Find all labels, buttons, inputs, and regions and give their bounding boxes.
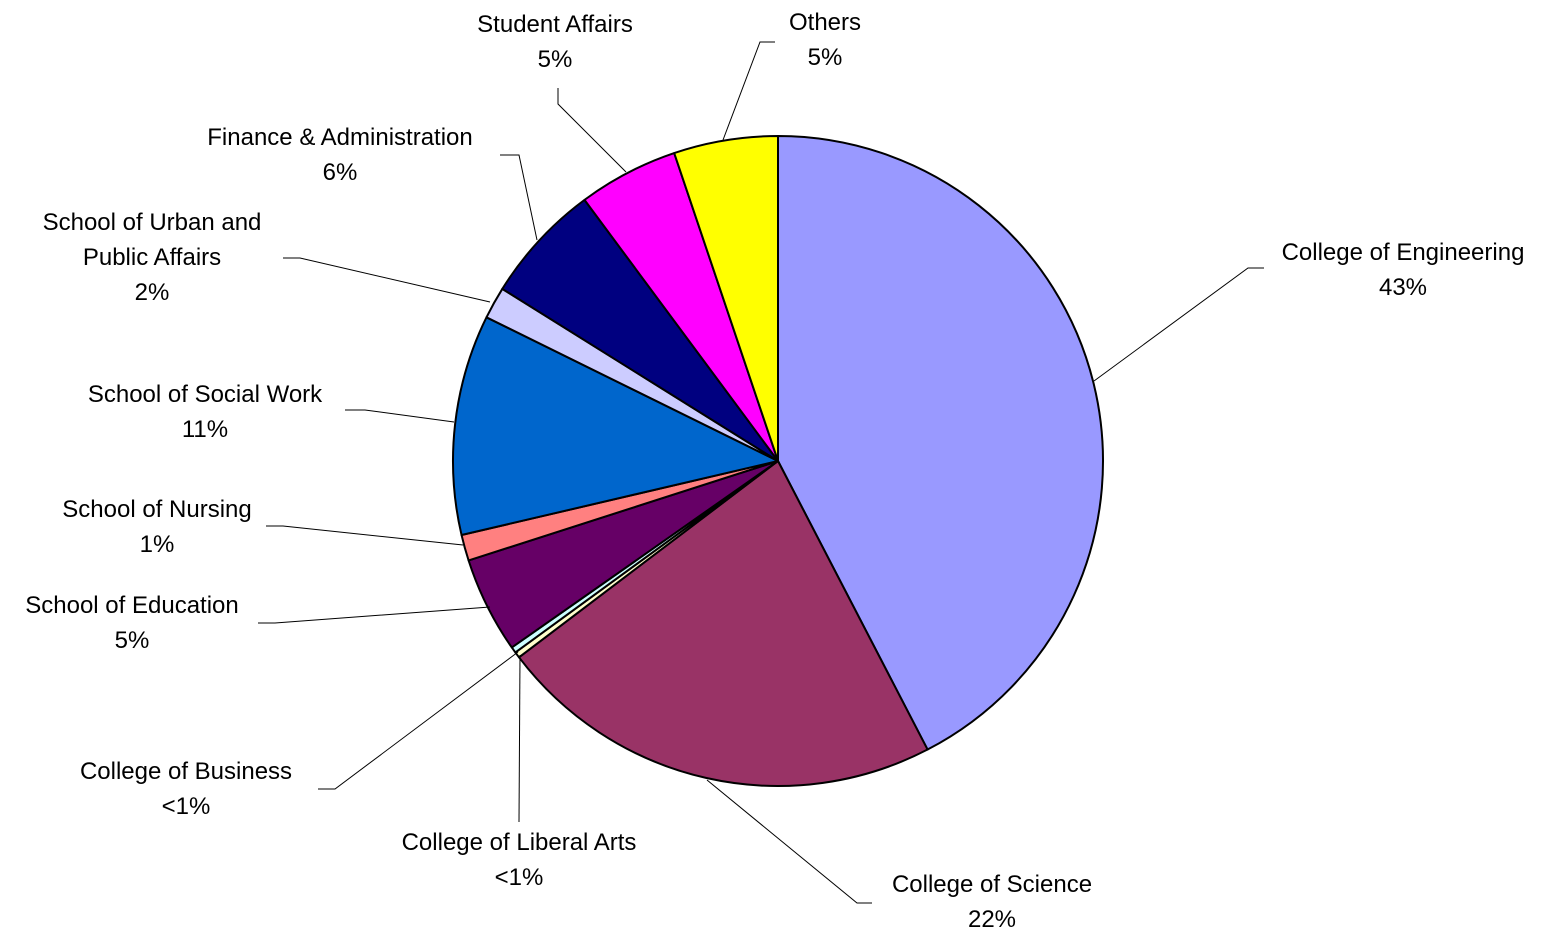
- value-label: 11%: [181, 416, 229, 443]
- category-label: School of Urban and Public Affairs: [42, 209, 262, 271]
- pie-slice: [518, 460, 929, 787]
- category-label: School of Social Work: [87, 381, 323, 408]
- value-label: <1%: [494, 864, 544, 891]
- value-label: 5%: [114, 627, 150, 654]
- slice-label: Student Affairs 5%: [477, 7, 633, 77]
- value-label: 22%: [967, 906, 1017, 933]
- slice-label: Others 5%: [789, 5, 861, 75]
- slice-label: College of Liberal Arts <1%: [402, 825, 637, 895]
- slice-label: Finance & Administration 6%: [207, 120, 472, 190]
- slice-label: School of Social Work 11%: [88, 377, 322, 447]
- leader-line: [557, 88, 627, 173]
- pie-slice: [452, 316, 779, 537]
- category-label: College of Science: [891, 871, 1093, 898]
- value-label: 2%: [134, 279, 170, 306]
- pie-slice: [777, 135, 1104, 751]
- leader-line: [318, 651, 519, 790]
- leader-line: [1093, 267, 1264, 382]
- leader-line: [722, 41, 775, 141]
- slice-label: College of Engineering 43%: [1282, 235, 1525, 305]
- leader-line: [500, 154, 538, 241]
- value-label: 6%: [322, 159, 358, 186]
- category-label: Student Affairs: [477, 11, 633, 38]
- category-label: Finance & Administration: [207, 124, 473, 151]
- slice-label: School of Urban and Public Affairs 2%: [17, 205, 287, 310]
- value-label: 5%: [807, 44, 843, 71]
- slice-label: School of Education 5%: [25, 588, 238, 658]
- category-label: College of Engineering: [1281, 239, 1525, 266]
- value-label: 5%: [537, 46, 573, 73]
- category-label: School of Nursing: [62, 496, 252, 523]
- leader-line: [345, 409, 455, 423]
- leader-line: [258, 606, 491, 624]
- value-label: <1%: [161, 793, 211, 820]
- slice-label: School of Nursing 1%: [62, 492, 251, 562]
- leader-line: [518, 654, 521, 823]
- leader-line: [283, 257, 491, 303]
- pie-slice: [501, 198, 779, 462]
- leader-line: [706, 779, 872, 904]
- value-label: 1%: [139, 531, 175, 558]
- category-label: School of Education: [25, 592, 239, 619]
- value-label: 43%: [1378, 274, 1428, 301]
- pie-slice: [673, 135, 779, 462]
- leader-line: [266, 525, 464, 546]
- category-label: College of Business: [79, 758, 293, 785]
- category-label: College of Liberal Arts: [401, 829, 637, 856]
- slice-label: College of Science 22%: [892, 867, 1092, 937]
- category-label: Others: [788, 9, 862, 36]
- slice-label: College of Business <1%: [80, 754, 292, 824]
